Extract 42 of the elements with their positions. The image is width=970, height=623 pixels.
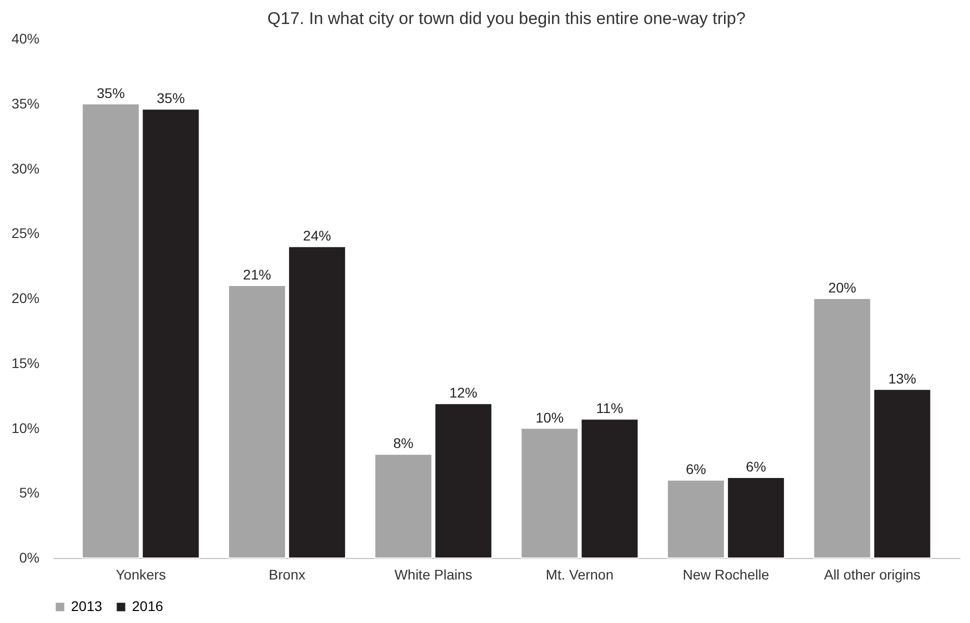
bar bbox=[520, 428, 579, 558]
bar bbox=[142, 108, 200, 558]
x-tick-label: Yonkers bbox=[116, 566, 166, 582]
data-label: 11% bbox=[596, 400, 624, 416]
y-tick-label: 25% bbox=[11, 225, 40, 242]
data-label: 12% bbox=[449, 384, 478, 401]
bar bbox=[873, 388, 932, 558]
legend-label: 2016 bbox=[132, 598, 164, 614]
x-tick-label: All other origins bbox=[824, 566, 920, 582]
bar bbox=[434, 403, 492, 558]
data-label: 35% bbox=[96, 84, 125, 101]
y-tick-label: 40% bbox=[11, 30, 40, 46]
data-label: 10% bbox=[536, 409, 564, 426]
bar bbox=[82, 103, 140, 558]
y-tick-label: 10% bbox=[11, 420, 40, 436]
y-tick-label: 20% bbox=[11, 290, 40, 306]
x-tick-label: Mt. Vernon bbox=[546, 566, 614, 582]
data-label: 8% bbox=[393, 435, 414, 452]
bar bbox=[726, 477, 785, 558]
bar bbox=[813, 298, 872, 558]
x-tick-label: White Plains bbox=[394, 566, 472, 582]
bar bbox=[580, 418, 639, 558]
bar bbox=[666, 480, 725, 558]
y-tick-label: 15% bbox=[11, 354, 40, 371]
x-tick-label: Bronx bbox=[268, 566, 306, 582]
x-tick-label: New Rochelle bbox=[682, 566, 770, 582]
data-label: 24% bbox=[303, 228, 332, 244]
y-tick-label: 5% bbox=[19, 484, 40, 501]
y-tick-label: 35% bbox=[11, 95, 40, 112]
data-label: 35% bbox=[156, 90, 185, 106]
y-tick-label: 30% bbox=[11, 160, 40, 176]
data-label: 21% bbox=[243, 266, 272, 283]
legend-label: 2013 bbox=[71, 598, 102, 614]
bar bbox=[288, 246, 346, 558]
data-label: 20% bbox=[828, 280, 856, 296]
data-label: 6% bbox=[686, 461, 706, 478]
bar bbox=[228, 285, 286, 558]
bar bbox=[374, 454, 432, 558]
y-tick-label: 0% bbox=[19, 550, 40, 566]
chart-title: Q17. In what city or town did you begin this entire one-way trip? bbox=[267, 9, 746, 28]
data-label: 13% bbox=[888, 370, 916, 386]
data-label: 6% bbox=[746, 458, 766, 475]
